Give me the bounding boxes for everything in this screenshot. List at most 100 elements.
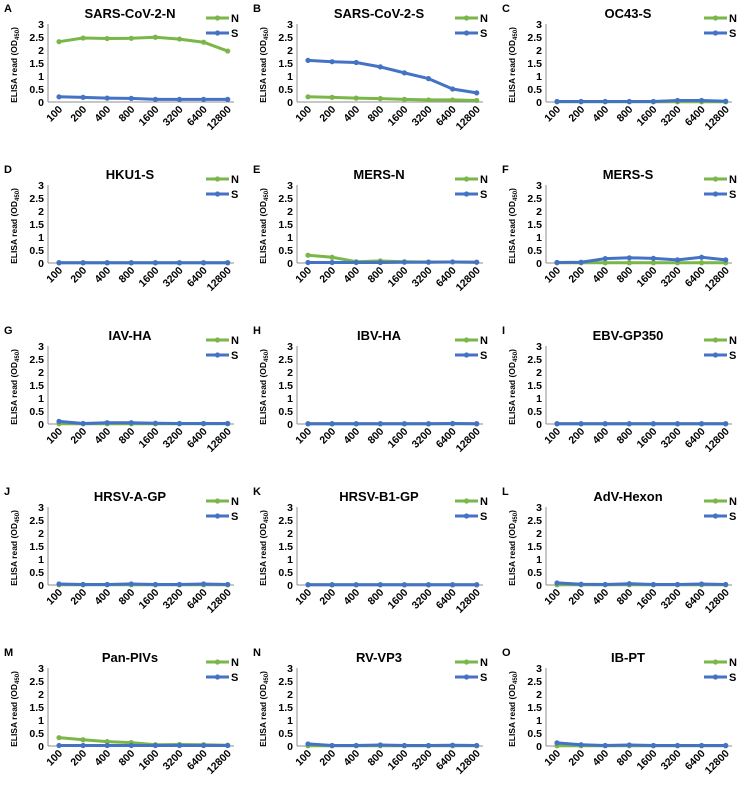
data-point-n [354,96,359,101]
panel-letter: F [502,164,509,176]
chart-title: IBV-HA [357,328,402,343]
x-tick-label: 12800 [205,426,234,455]
data-point-n [305,94,310,99]
y-tick-label: 1 [287,71,293,83]
y-axis-label-close: ) [9,27,19,30]
y-tick-label: 2 [287,206,293,218]
y-axis-label-text: ELISA read (OD [9,684,19,747]
legend-label-n: N [231,174,239,186]
y-tick-label: 2.5 [527,515,542,527]
chart-title: Pan-PIVs [102,650,158,665]
x-tick-label: 3200 [161,104,186,129]
y-tick-label: 0 [536,741,542,753]
data-point-s [603,99,608,104]
legend-label-n: N [729,13,737,25]
y-axis-label-text: ELISA read (OD [258,201,268,264]
x-tick-label: 1600 [137,587,162,612]
y-tick-label: 2.5 [29,676,44,688]
data-point-s [201,581,206,586]
x-tick-label: 400 [341,748,362,769]
x-tick-label: 200 [566,104,587,125]
legend-label-s: S [231,350,238,362]
y-tick-label: 3 [536,180,542,192]
data-point-n [651,260,656,265]
y-tick-label: 1.5 [278,219,293,231]
data-point-s [305,58,310,63]
data-point-s [651,421,656,426]
x-tick-label: 12800 [703,265,732,294]
data-point-s [153,260,158,265]
y-tick-label: 2.5 [527,354,542,366]
x-tick-label: 100 [44,587,65,608]
y-tick-label: 2.5 [527,193,542,205]
x-tick-label: 400 [92,265,113,286]
data-point-s [675,421,680,426]
x-tick-label: 1600 [635,104,660,129]
legend-marker-s [215,30,220,35]
y-axis-label: ELISA read (OD450) [258,510,270,586]
data-point-s [330,743,335,748]
x-tick-label: 100 [542,265,563,286]
y-tick-label: 3 [287,663,293,675]
x-tick-label: 200 [317,265,338,286]
data-point-n [378,96,383,101]
data-point-s [450,582,455,587]
data-point-s [225,97,230,102]
data-point-s [81,582,86,587]
x-tick-label: 12800 [205,265,234,294]
y-axis-label-text: ELISA read (OD [9,523,19,586]
data-point-s [699,581,704,586]
y-axis-label: ELISA read (OD450) [507,671,519,747]
legend-marker-n [215,498,220,503]
x-tick-label: 1600 [635,748,660,773]
legend-label-s: S [480,672,487,684]
y-tick-label: 2 [38,206,44,218]
x-tick-label: 12800 [205,587,234,616]
data-point-s [177,260,182,265]
data-point-n [450,97,455,102]
data-point-s [177,743,182,748]
data-point-s [554,421,559,426]
y-tick-label: 0 [38,97,44,109]
x-tick-label: 3200 [659,587,684,612]
data-point-s [627,581,632,586]
y-tick-label: 2 [536,689,542,701]
data-point-s [105,743,110,748]
data-point-n [627,260,632,265]
y-axis-label-close: ) [9,510,19,513]
data-point-s [330,421,335,426]
legend-marker-s [215,191,220,196]
x-tick-label: 800 [366,265,387,286]
y-axis-label: ELISA read (OD450) [258,671,270,747]
x-tick-label: 800 [615,587,636,608]
y-tick-label: 3 [38,180,44,192]
data-point-s [426,582,431,587]
x-tick-label: 100 [293,426,314,447]
data-point-s [603,256,608,261]
data-point-s [450,743,455,748]
legend-label-n: N [231,496,239,508]
legend-label-n: N [729,174,737,186]
y-axis-label-close: ) [507,349,517,352]
data-point-s [225,260,230,265]
y-tick-label: 3 [38,341,44,353]
legend-marker-n [464,659,469,664]
y-tick-label: 0.5 [527,245,542,257]
y-axis-label: ELISA read (OD450) [258,188,270,264]
y-tick-label: 0.5 [29,406,44,418]
y-axis-label-close: ) [9,188,19,191]
data-point-s [450,86,455,91]
y-axis-label-close: ) [258,671,268,674]
y-tick-label: 1 [536,715,542,727]
y-tick-label: 1.5 [278,58,293,70]
data-point-s [450,421,455,426]
data-point-n [56,735,61,740]
